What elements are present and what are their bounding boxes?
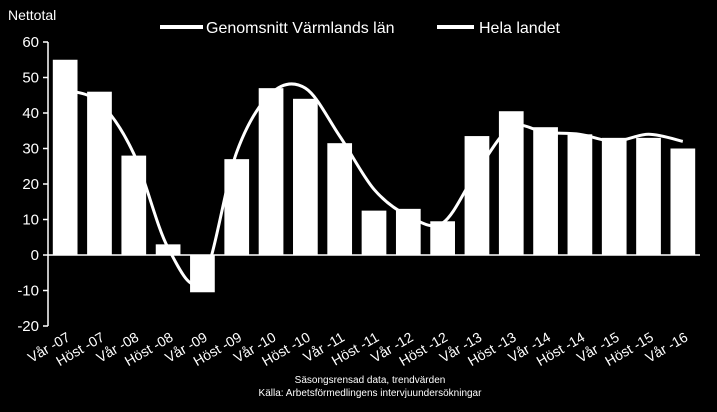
legend: Genomsnitt Värmlands län Hela landet bbox=[160, 20, 561, 37]
bar bbox=[52, 59, 78, 255]
y-tick-label: 10 bbox=[22, 212, 39, 229]
y-axis-label: Nettotal bbox=[8, 7, 56, 23]
bar bbox=[293, 98, 318, 255]
legend-label-hela-landet: Hela landet bbox=[479, 20, 561, 37]
y-tick-label: 0 bbox=[31, 247, 39, 264]
y-tick-label: 20 bbox=[22, 176, 39, 193]
bar bbox=[258, 88, 284, 256]
y-tick-label: 40 bbox=[22, 105, 39, 122]
legend-label-varmland: Genomsnitt Värmlands län bbox=[206, 20, 395, 37]
bar bbox=[464, 136, 490, 255]
y-tick-label: -10 bbox=[17, 283, 39, 300]
bar bbox=[87, 91, 112, 255]
bar bbox=[567, 134, 593, 255]
bar bbox=[601, 137, 627, 255]
y-tick-label: 50 bbox=[22, 70, 39, 87]
y-tick-label: 30 bbox=[22, 141, 39, 158]
bar bbox=[670, 148, 696, 255]
y-axis-ticks: -20 -10 0 10 20 30 40 50 60 bbox=[17, 34, 48, 335]
bar bbox=[533, 127, 558, 255]
bar bbox=[327, 143, 353, 255]
source-note-line2: Källa: Arbetsförmedlingens intervjuunder… bbox=[259, 388, 483, 399]
y-tick-label: 60 bbox=[22, 34, 39, 51]
bar bbox=[361, 210, 387, 255]
bar bbox=[224, 159, 250, 255]
bar bbox=[121, 155, 147, 255]
y-tick-label: -20 bbox=[17, 318, 39, 335]
bar bbox=[636, 137, 661, 255]
bar-series bbox=[52, 59, 696, 293]
line-series-hela-landet bbox=[64, 82, 684, 287]
source-note-line1: Säsongsrensad data, trendvärden bbox=[295, 375, 446, 386]
